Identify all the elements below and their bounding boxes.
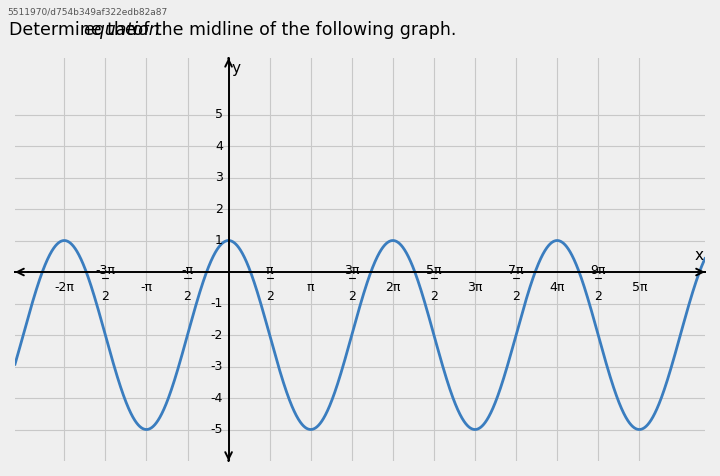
Text: 2: 2 — [266, 290, 274, 303]
Text: 2: 2 — [184, 290, 192, 303]
Text: -2: -2 — [210, 328, 222, 341]
Text: 5π: 5π — [631, 280, 647, 294]
Text: equation: equation — [83, 21, 160, 40]
Text: 4: 4 — [215, 139, 222, 152]
Text: y: y — [232, 61, 240, 76]
Text: π: π — [307, 280, 315, 294]
Text: 3π: 3π — [467, 280, 482, 294]
Text: 5511970/d754b349af322edb82a87: 5511970/d754b349af322edb82a87 — [7, 7, 168, 16]
Text: -1: -1 — [210, 297, 222, 310]
Text: 2: 2 — [215, 202, 222, 216]
Text: -4: -4 — [210, 391, 222, 405]
Text: -π: -π — [140, 280, 153, 294]
Text: π: π — [266, 264, 274, 278]
Text: Determine the: Determine the — [9, 21, 141, 40]
Text: 9π: 9π — [590, 264, 606, 278]
Text: 5: 5 — [215, 108, 222, 121]
Text: 2: 2 — [348, 290, 356, 303]
Text: 1: 1 — [215, 234, 222, 247]
Text: -3: -3 — [210, 360, 222, 373]
Text: 2: 2 — [512, 290, 520, 303]
Text: of the midline of the following graph.: of the midline of the following graph. — [127, 21, 456, 40]
Text: 2π: 2π — [385, 280, 400, 294]
Text: -5: -5 — [210, 423, 222, 436]
Text: -π: -π — [181, 264, 194, 278]
Text: -3π: -3π — [96, 264, 115, 278]
Text: 2: 2 — [102, 290, 109, 303]
Text: 3π: 3π — [344, 264, 359, 278]
Text: 5π: 5π — [426, 264, 441, 278]
Text: 2: 2 — [430, 290, 438, 303]
Text: 2: 2 — [594, 290, 602, 303]
Text: 7π: 7π — [508, 264, 524, 278]
Text: 4π: 4π — [549, 280, 564, 294]
Text: 3: 3 — [215, 171, 222, 184]
Text: -2π: -2π — [54, 280, 74, 294]
Text: x: x — [695, 248, 703, 263]
